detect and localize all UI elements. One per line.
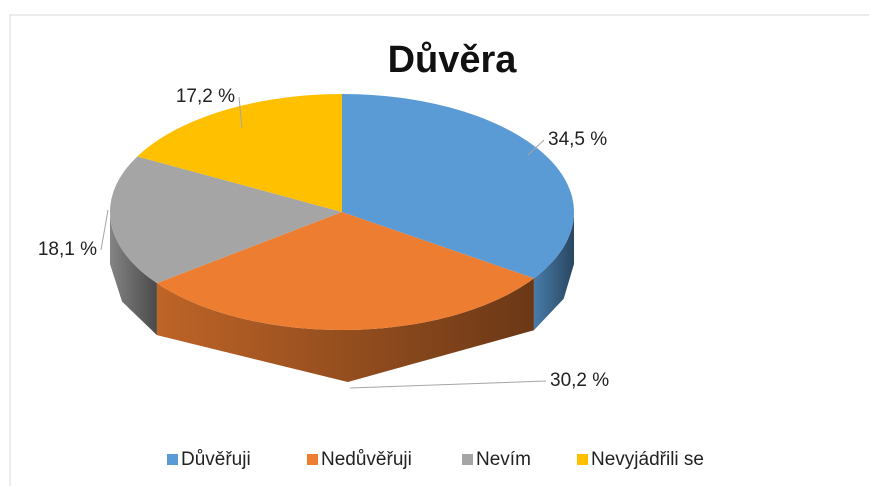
slice (156, 212, 534, 330)
data-label: 34,5 % (548, 129, 607, 150)
chart-frame (9, 14, 869, 486)
legend-label: Důvěřuji (181, 449, 251, 470)
data-label: 18,1 % (38, 239, 97, 260)
legend-swatch (167, 454, 178, 465)
leader-line (527, 139, 545, 156)
legend-label: Nevyjádřili se (591, 449, 704, 470)
leader-line (238, 96, 243, 129)
leader-line (349, 380, 547, 389)
legend-swatch (577, 454, 588, 465)
legend-swatch (307, 454, 318, 465)
data-label: 17,2 % (176, 86, 235, 107)
slice (137, 94, 342, 212)
data-label: 30,2 % (550, 370, 609, 391)
chart-title: Důvěra (388, 39, 518, 81)
legend-label: Nedůvěřuji (321, 449, 412, 470)
slice-side (533, 212, 574, 331)
slice-side (110, 212, 157, 336)
slice (342, 94, 574, 279)
leader-line (100, 209, 109, 251)
legend-label: Nevím (476, 449, 531, 470)
slice (110, 156, 342, 284)
slice-side (156, 278, 534, 382)
legend-swatch (462, 454, 473, 465)
